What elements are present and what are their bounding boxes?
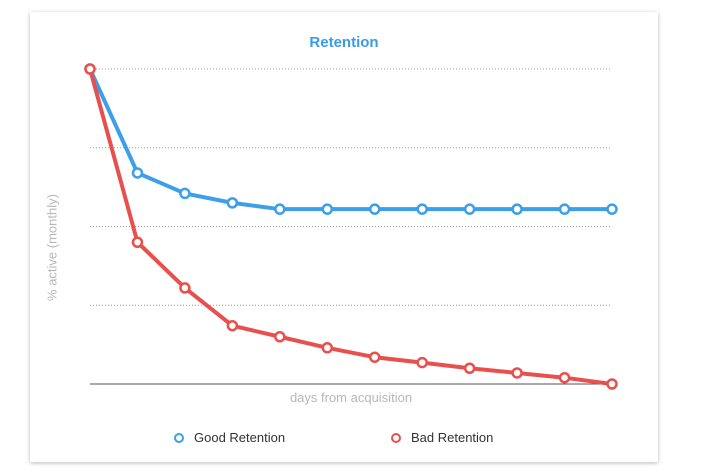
data-point-good-retention	[321, 203, 334, 215]
chart-plot	[84, 63, 618, 390]
legend-item-good-retention: Good Retention	[174, 430, 285, 445]
chart-title: Retention	[309, 34, 379, 51]
data-point-good-retention	[179, 187, 191, 200]
legend-item-bad-retention: Bad Retention	[391, 430, 493, 445]
data-point-good-retention	[226, 197, 239, 209]
legend-label-good: Good Retention	[194, 430, 286, 445]
data-point-bad-retention	[274, 331, 286, 343]
data-point-good-retention	[606, 203, 618, 215]
data-point-good-retention	[368, 203, 381, 215]
data-point-bad-retention	[463, 362, 476, 374]
data-point-good-retention	[131, 167, 144, 179]
data-point-good-retention	[511, 203, 523, 215]
data-point-bad-retention	[226, 319, 239, 332]
data-point-bad-retention	[558, 371, 571, 384]
chart-card: Retention % active (monthly) days from a…	[30, 12, 658, 462]
data-point-bad-retention	[606, 378, 618, 390]
x-axis-label: days from acquisition	[289, 390, 413, 405]
legend-marker-good-icon	[174, 432, 184, 443]
legend-label-bad: Bad Retention	[411, 430, 494, 445]
legend-marker-bad-icon	[391, 432, 401, 443]
series-line-bad-retention	[88, 67, 614, 386]
data-point-bad-retention	[131, 236, 144, 248]
data-point-good-retention	[274, 203, 286, 215]
data-point-good-retention	[558, 203, 571, 215]
data-point-good-retention	[416, 203, 428, 215]
data-point-bad-retention	[179, 282, 191, 294]
data-point-bad-retention	[321, 342, 334, 354]
data-point-good-retention	[463, 203, 476, 215]
series-line-good-retention	[88, 67, 614, 212]
data-point-bad-retention	[368, 351, 381, 363]
data-point-bad-retention	[84, 63, 96, 75]
y-axis-label: % active (monthly)	[44, 194, 60, 301]
legend: Good Retention Bad Retention	[30, 430, 658, 452]
data-point-bad-retention	[416, 356, 428, 369]
data-point-bad-retention	[511, 367, 523, 379]
